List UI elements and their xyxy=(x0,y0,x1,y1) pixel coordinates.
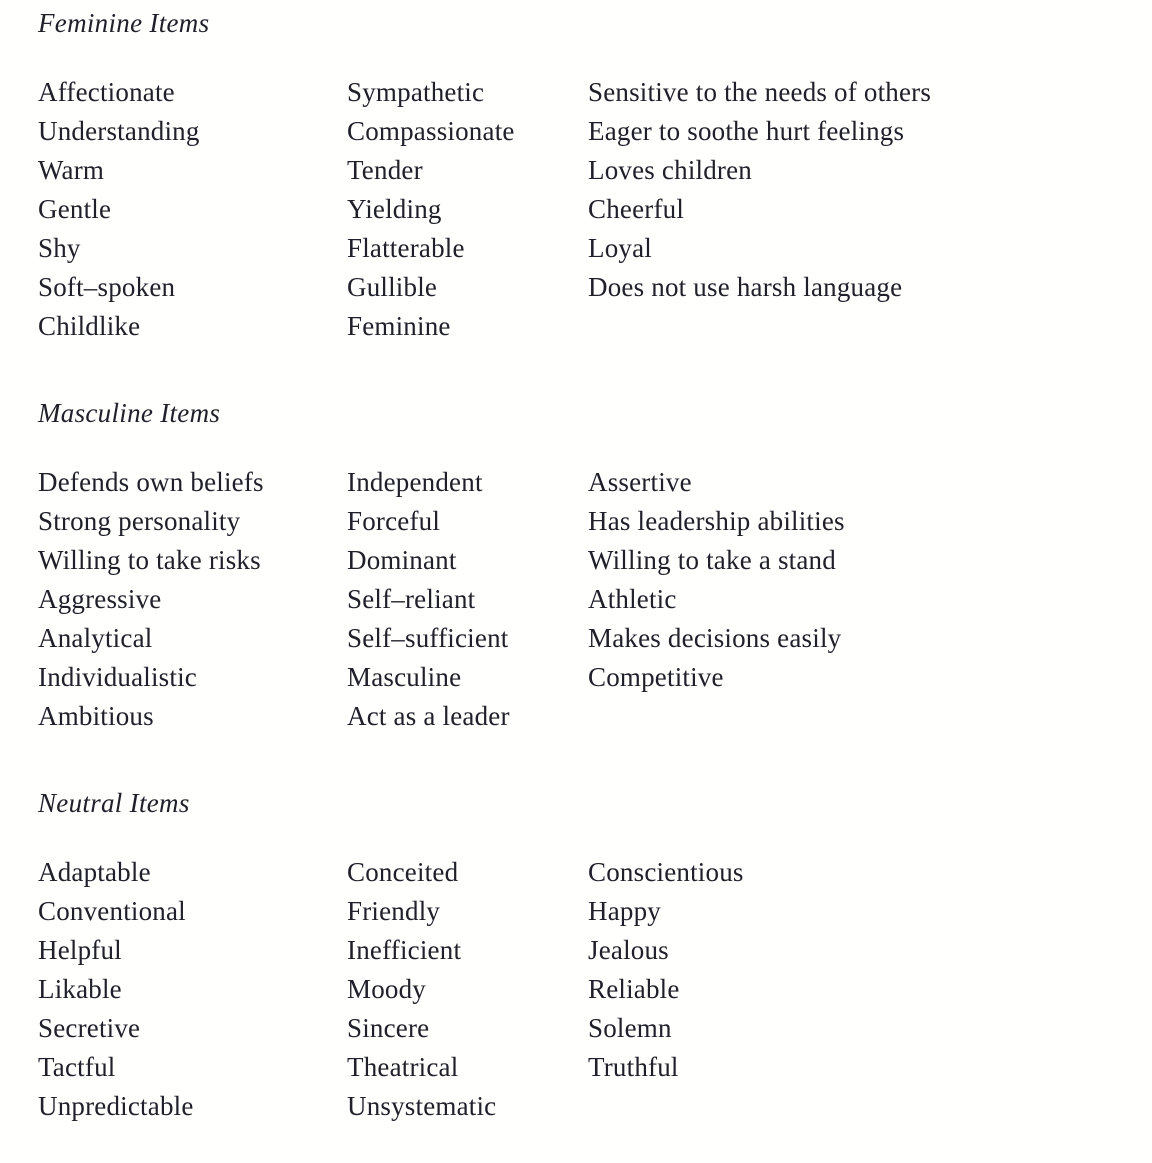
list-item: Forceful xyxy=(347,506,441,536)
list-item: Jealous xyxy=(588,935,669,965)
feminine-columns: Affectionate Understanding Warm Gentle Shy So… xyxy=(38,73,1122,346)
section-heading-masculine: Masculine Items xyxy=(38,398,221,428)
masculine-column-2: Independent Forceful Dominant Self–reliant S… xyxy=(347,463,588,736)
list-item: Athletic xyxy=(588,584,677,614)
masculine-column-1: Defends own beliefs Strong personality Wil… xyxy=(38,463,347,736)
neutral-columns: Adaptable Conventional Helpful Likable Secre… xyxy=(38,853,1122,1126)
list-item: Aggressive xyxy=(38,584,162,614)
list-item: Childlike xyxy=(38,311,141,341)
list-item: Conscientious xyxy=(588,857,744,887)
list-item: Flatterable xyxy=(347,233,465,263)
list-item: Feminine xyxy=(347,311,451,341)
list-item: Shy xyxy=(38,233,81,263)
list-item: Compassionate xyxy=(347,116,515,146)
list-item: Happy xyxy=(588,896,661,926)
list-item: Eager to soothe hurt feelings xyxy=(588,116,905,146)
list-item: Defends own beliefs xyxy=(38,467,264,497)
masculine-column-3: Assertive Has leadership abilities Willing… xyxy=(588,463,1122,697)
list-item: Gullible xyxy=(347,272,438,302)
list-item: Willing to take risks xyxy=(38,545,261,575)
list-item: Willing to take a stand xyxy=(588,545,836,575)
feminine-column-3: Sensitive to the needs of others Eager to… xyxy=(588,73,1122,307)
list-item: Gentle xyxy=(38,194,112,224)
list-item: Yielding xyxy=(347,194,442,224)
section-feminine: Feminine Items Affectionate Understanding W… xyxy=(38,4,1122,346)
list-item: Affectionate xyxy=(38,77,175,107)
list-item: Conventional xyxy=(38,896,186,926)
list-item: Assertive xyxy=(588,467,692,497)
list-item: Analytical xyxy=(38,623,153,653)
list-item: Secretive xyxy=(38,1013,141,1043)
masculine-columns: Defends own beliefs Strong personality Wil… xyxy=(38,463,1122,736)
feminine-column-1: Affectionate Understanding Warm Gentle Shy So… xyxy=(38,73,347,346)
section-masculine: Masculine Items Defends own beliefs Strong… xyxy=(38,394,1122,736)
list-item: Individualistic xyxy=(38,662,197,692)
list-item: Loves children xyxy=(588,155,752,185)
section-heading-neutral: Neutral Items xyxy=(38,788,190,818)
list-item: Likable xyxy=(38,974,122,1004)
list-item: Unsystematic xyxy=(347,1091,497,1121)
section-neutral: Neutral Items Adaptable Conventional Helpfu… xyxy=(38,784,1122,1126)
list-item: Strong personality xyxy=(38,506,241,536)
list-item: Cheerful xyxy=(588,194,685,224)
list-item: Soft–spoken xyxy=(38,272,176,302)
list-item: Ambitious xyxy=(38,701,154,731)
feminine-column-2: Sympathetic Compassionate Tender Yielding Fl… xyxy=(347,73,588,346)
list-item: Does not use harsh language xyxy=(588,272,903,302)
list-item: Act as a leader xyxy=(347,701,510,731)
list-item: Independent xyxy=(347,467,483,497)
list-item: Competitive xyxy=(588,662,724,692)
list-item: Sensitive to the needs of others xyxy=(588,77,932,107)
list-item: Self–reliant xyxy=(347,584,476,614)
list-item: Reliable xyxy=(588,974,680,1004)
list-item: Truthful xyxy=(588,1052,679,1082)
list-item: Understanding xyxy=(38,116,200,146)
list-item: Dominant xyxy=(347,545,457,575)
neutral-column-2: Conceited Friendly Inefficient Moody Sincere… xyxy=(347,853,588,1126)
list-item: Masculine xyxy=(347,662,462,692)
list-item: Inefficient xyxy=(347,935,462,965)
neutral-column-1: Adaptable Conventional Helpful Likable Secre… xyxy=(38,853,347,1126)
list-item: Conceited xyxy=(347,857,459,887)
item-sections-container: Feminine Items Affectionate Understanding W… xyxy=(38,4,1122,1126)
list-item: Unpredictable xyxy=(38,1091,194,1121)
list-item: Theatrical xyxy=(347,1052,459,1082)
list-item: Sincere xyxy=(347,1013,430,1043)
list-item: Moody xyxy=(347,974,427,1004)
neutral-column-3: Conscientious Happy Jealous Reliable Solemn T… xyxy=(588,853,1122,1087)
section-heading-feminine: Feminine Items xyxy=(38,8,210,38)
list-item: Sympathetic xyxy=(347,77,485,107)
list-item: Makes decisions easily xyxy=(588,623,842,653)
list-item: Loyal xyxy=(588,233,652,263)
list-item: Friendly xyxy=(347,896,441,926)
list-item: Self–sufficient xyxy=(347,623,509,653)
list-item: Adaptable xyxy=(38,857,151,887)
list-item: Warm xyxy=(38,155,105,185)
list-item: Solemn xyxy=(588,1013,672,1043)
list-item: Has leadership abilities xyxy=(588,506,845,536)
list-item: Tactful xyxy=(38,1052,116,1082)
list-item: Tender xyxy=(347,155,423,185)
list-item: Helpful xyxy=(38,935,122,965)
